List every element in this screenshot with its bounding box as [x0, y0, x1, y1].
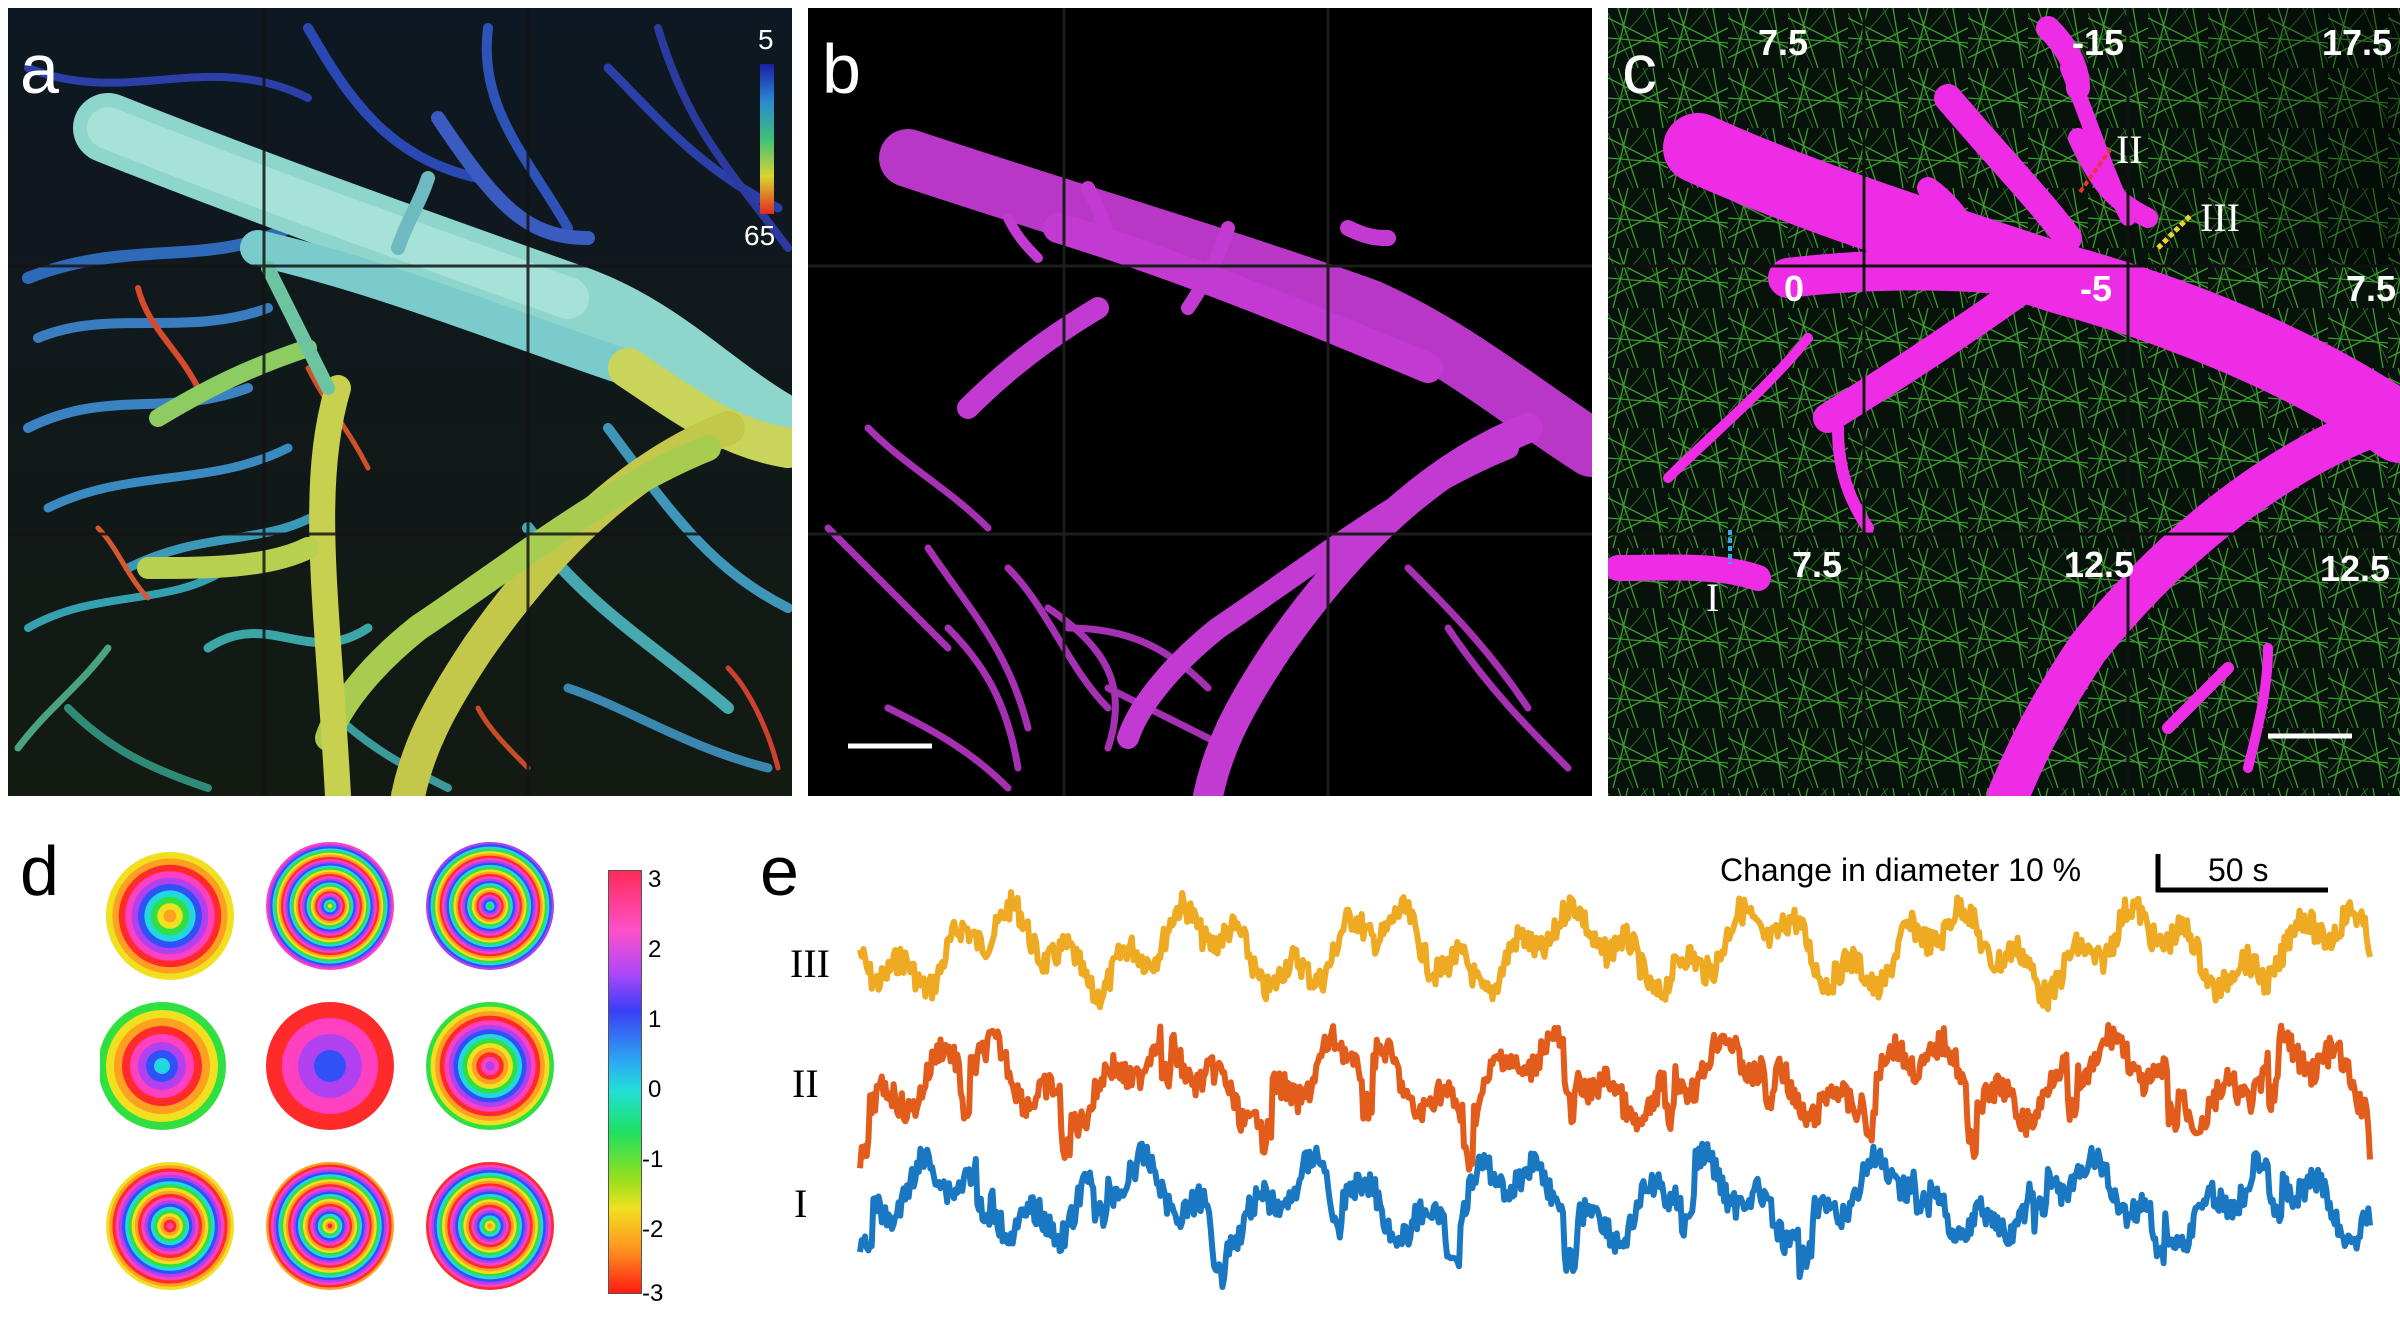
scalebar-lines: [2155, 854, 2328, 893]
panel-a-label: a: [20, 30, 59, 108]
tile-offset: 7.5: [1792, 544, 1843, 585]
depth-colorbar-top-label: 5: [758, 24, 774, 55]
vessel-mark-I: I: [1706, 575, 1720, 620]
wavefront-map: [266, 1162, 394, 1290]
colorbar-tick: -1: [642, 1146, 664, 1173]
panel-b-image: b: [808, 8, 1592, 796]
colorbar-tick: -3: [642, 1280, 664, 1307]
tile-offset: -5: [2080, 268, 2113, 309]
diameter-trace-III: [857, 889, 2373, 1013]
tile-offset: 7.5: [1758, 22, 1809, 63]
diameter-trace-I: [857, 1140, 2373, 1290]
wavefront-map: [426, 1002, 554, 1130]
tile-offset: 17.5: [2322, 22, 2393, 63]
phase-ring: [487, 903, 493, 909]
depth-colorbar-bottom-label: 65: [744, 220, 776, 251]
panel-d-label: d: [20, 832, 59, 910]
phase-ring: [154, 1058, 170, 1074]
tile-offset: 0: [1784, 268, 1805, 309]
wavefront-map: [266, 1002, 394, 1130]
phase-ring: [163, 909, 177, 923]
wavefront-map: [426, 842, 554, 970]
diameter-trace-II: [857, 1022, 2373, 1173]
vessel-mark-II: II: [2116, 127, 2143, 172]
wavefront-map: [426, 1162, 554, 1290]
colorbar-tick: 0: [648, 1076, 662, 1103]
phase-ring: [314, 1050, 346, 1082]
tile-offset: 12.5: [2064, 544, 2135, 585]
trace-label-III: III: [790, 941, 830, 986]
phase-ring: [487, 1223, 493, 1229]
panel-b-label: b: [822, 30, 861, 108]
phase-ring: [327, 903, 333, 909]
tile-offset: 12.5: [2320, 548, 2391, 589]
phase-ring: [327, 1223, 333, 1229]
tile-offset: -15: [2072, 22, 2125, 63]
vessel-mark-II-line: [2078, 148, 2112, 194]
wavefront-map: [106, 1162, 234, 1290]
wavefront-map: [106, 852, 234, 980]
wavefront-map: [100, 1002, 226, 1130]
panel-d-wavefront-grid: [100, 836, 600, 1326]
colorbar-tick: 2: [648, 936, 662, 963]
tile-offset: 7.5: [2346, 268, 2397, 309]
panel-a-image: a 5 65: [8, 8, 792, 796]
phase-ring: [485, 1061, 495, 1071]
trace-label-I: I: [794, 1181, 808, 1226]
panel-e-label: e: [760, 832, 799, 910]
colorbar-tick: 1: [648, 1006, 662, 1033]
scalebar-text: Change in diameter 10 %: [1720, 852, 2082, 888]
phase-colorbar: [608, 870, 642, 1294]
colorbar-tick: -2: [642, 1216, 664, 1243]
panel-c-label: c: [1622, 30, 1657, 108]
scalebar-time-text: 50 s: [2208, 852, 2269, 888]
wavefront-map: [266, 842, 394, 970]
vessel-mark-III: III: [2200, 195, 2240, 240]
vessel-mark-III-line: [2156, 212, 2194, 250]
diameter-traces: [857, 889, 2373, 1290]
panel-c-image: c 7.5 -15 17.5 0 -5 7.5 7.5 12.5 12.5 I …: [1608, 8, 2400, 796]
phase-ring: [166, 1222, 174, 1230]
colorbar-tick: 3: [648, 866, 662, 893]
trace-label-II: II: [792, 1061, 819, 1106]
